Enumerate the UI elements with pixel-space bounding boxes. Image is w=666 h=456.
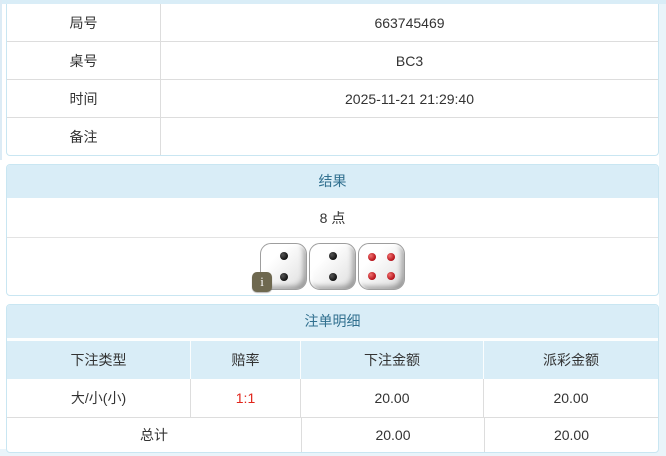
table-id-value: BC3 [395,52,424,69]
result-panel: 结果 8 点 i [6,164,659,296]
odds-value: 1:1 [190,379,300,417]
payout-value: 20.00 [483,379,658,417]
page-edge-right [659,0,666,456]
bet-table-header-row: 下注类型 赔率 下注金额 派彩金额 [7,341,658,379]
bet-table-row: 大/小(小) 1:1 20.00 20.00 [7,379,658,418]
info-icon[interactable]: i [252,272,272,292]
die-pip [279,252,288,261]
game-id-value: 663745469 [374,14,445,31]
die-pip [386,271,395,280]
table-row-time: 时间 2025-11-21 21:29:40 [7,79,658,117]
bet-type-value: 大/小(小) [70,390,127,406]
cutoff-header-strip [2,0,666,4]
time-value: 2025-11-21 21:29:40 [345,90,474,107]
die-3-value-4 [358,243,405,290]
table-row-table-id: 桌号 BC3 [7,41,658,79]
bet-details-title: 注单明细 [7,305,658,341]
die-2-value-2 [309,243,356,290]
total-payout: 20.00 [484,418,658,452]
page-content: 局号 663745469 桌号 BC3 时间 2025-11-21 21:29:… [0,4,666,453]
bet-details-panel: 注单明细 下注类型 赔率 下注金额 派彩金额 大/小(小) 1:1 20.00 … [6,304,659,453]
table-row-remark: 备注 [7,117,658,155]
game-id-label: 局号 [7,4,161,41]
col-odds: 赔率 [190,341,300,379]
die-pip [368,271,377,280]
die-1-value-2: i [252,243,307,292]
col-payout: 派彩金额 [483,341,658,379]
page-edge-left [0,0,2,160]
table-row-game-id: 局号 663745469 [7,4,658,41]
die-pip [368,253,377,262]
die-pip [328,252,337,261]
col-bet-type: 下注类型 [70,352,127,368]
remark-label: 备注 [7,118,161,155]
result-panel-title: 结果 [7,165,658,198]
die-pip [386,253,395,262]
total-bet-amount: 20.00 [301,418,484,452]
die-pip [279,272,288,281]
dice-row: i [7,238,658,295]
remark-value [161,118,658,155]
col-bet-amount: 下注金额 [300,341,483,379]
bet-table-total-row: 总计 20.00 20.00 [7,418,658,452]
game-info-panel: 局号 663745469 桌号 BC3 时间 2025-11-21 21:29:… [6,4,659,156]
result-points: 8 点 [7,198,658,238]
total-label: 总计 [140,427,168,443]
table-id-label: 桌号 [7,42,161,79]
time-label: 时间 [7,80,161,117]
bet-amount-value: 20.00 [300,379,483,417]
die-pip [328,272,337,281]
